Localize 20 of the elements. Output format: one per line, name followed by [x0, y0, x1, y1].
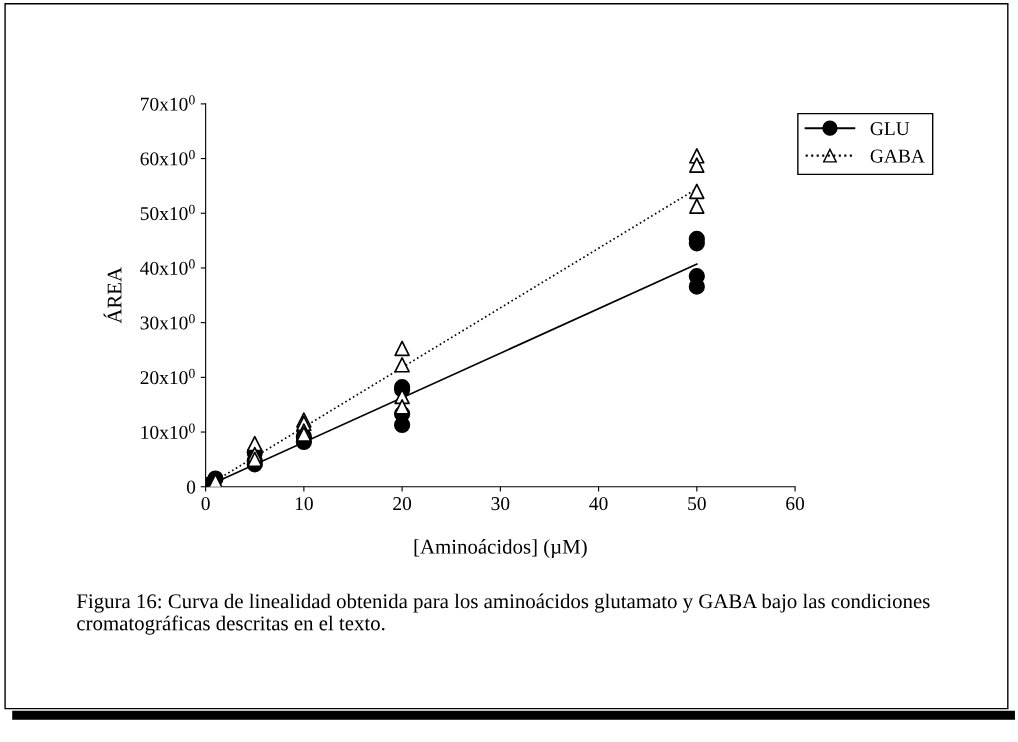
x-tick-label: 30: [491, 497, 510, 511]
y-tick-label: 70x10$^{0}$: [141, 95, 195, 111]
y-tick-label: 60x10$^{0}$: [140, 149, 195, 166]
legend-label: GLU: [870, 122, 910, 136]
x-tick-label: 60: [786, 497, 805, 511]
y-tick-label: 10x10$^{0}$: [141, 423, 195, 439]
y-tick-label: 20x10$^{0}$: [140, 368, 195, 385]
y-tick-label: 50x10$^{0}$: [140, 204, 195, 221]
y-tick-label: 0: [186, 480, 196, 494]
x-tick-label: 0: [201, 497, 210, 511]
x-tick-label: 10: [295, 497, 313, 511]
x-tick-label: 20: [393, 497, 412, 511]
x-tick-label: 40: [589, 497, 608, 511]
x-axis-title: [Aminoácidos] (µM): [414, 539, 587, 559]
text: Figura 16: Curva de linealidad obtenida para los aminoácidos glutamato y GABA bajo las condiciones cromatográficas descritas en el texto.: [76, 593, 930, 635]
y-tick-label: 30x10$^{0}$: [140, 314, 195, 330]
legend-label: GABA: [870, 149, 925, 163]
x-tick-label: 50: [688, 497, 706, 511]
y-axis-title: ÁREA: [103, 267, 122, 324]
y-tick-label: 40x10$^{0}$: [140, 259, 195, 275]
